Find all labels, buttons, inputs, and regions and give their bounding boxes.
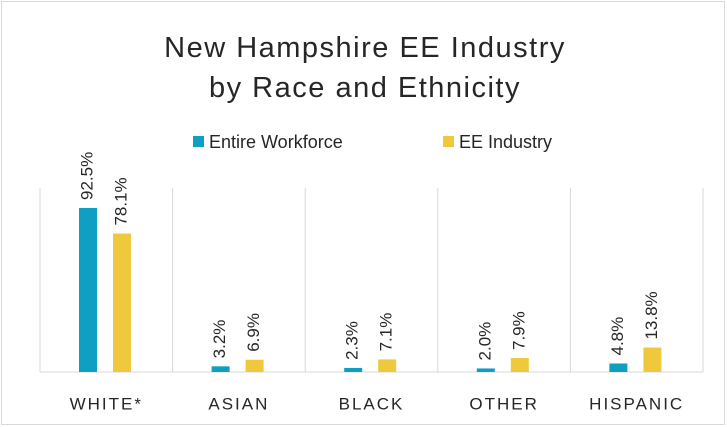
x-tick-label: HISPANIC xyxy=(589,394,684,413)
bar xyxy=(344,367,363,372)
data-label: 13.8% xyxy=(642,291,661,339)
bar xyxy=(245,359,264,372)
data-label: 78.1% xyxy=(111,177,130,225)
bar xyxy=(609,363,628,372)
legend-swatch xyxy=(193,136,204,147)
data-label: 4.8% xyxy=(608,317,627,356)
data-label: 3.2% xyxy=(210,320,229,359)
data-label: 7.1% xyxy=(377,313,396,352)
data-label: 6.9% xyxy=(244,313,263,352)
bar xyxy=(643,347,662,372)
legend-label: EE Industry xyxy=(459,132,552,152)
bar xyxy=(211,366,230,372)
bar xyxy=(510,357,529,372)
bar xyxy=(79,208,97,372)
bar xyxy=(113,233,131,372)
bar xyxy=(476,368,495,372)
legend-swatch xyxy=(443,136,454,147)
chart-title: New Hampshire EE Industry by Race and Et… xyxy=(164,32,566,104)
bar xyxy=(378,359,397,372)
data-label: 2.0% xyxy=(475,322,494,361)
data-label: 2.3% xyxy=(343,321,362,360)
data-label: 92.5% xyxy=(77,152,96,200)
x-tick-label: ASIAN xyxy=(208,394,269,413)
x-tick-label: WHITE* xyxy=(70,394,143,413)
x-tick-label: OTHER xyxy=(469,394,539,413)
x-tick-label: BLACK xyxy=(339,394,405,413)
legend-label: Entire Workforce xyxy=(209,132,343,152)
data-label: 7.9% xyxy=(509,311,528,350)
